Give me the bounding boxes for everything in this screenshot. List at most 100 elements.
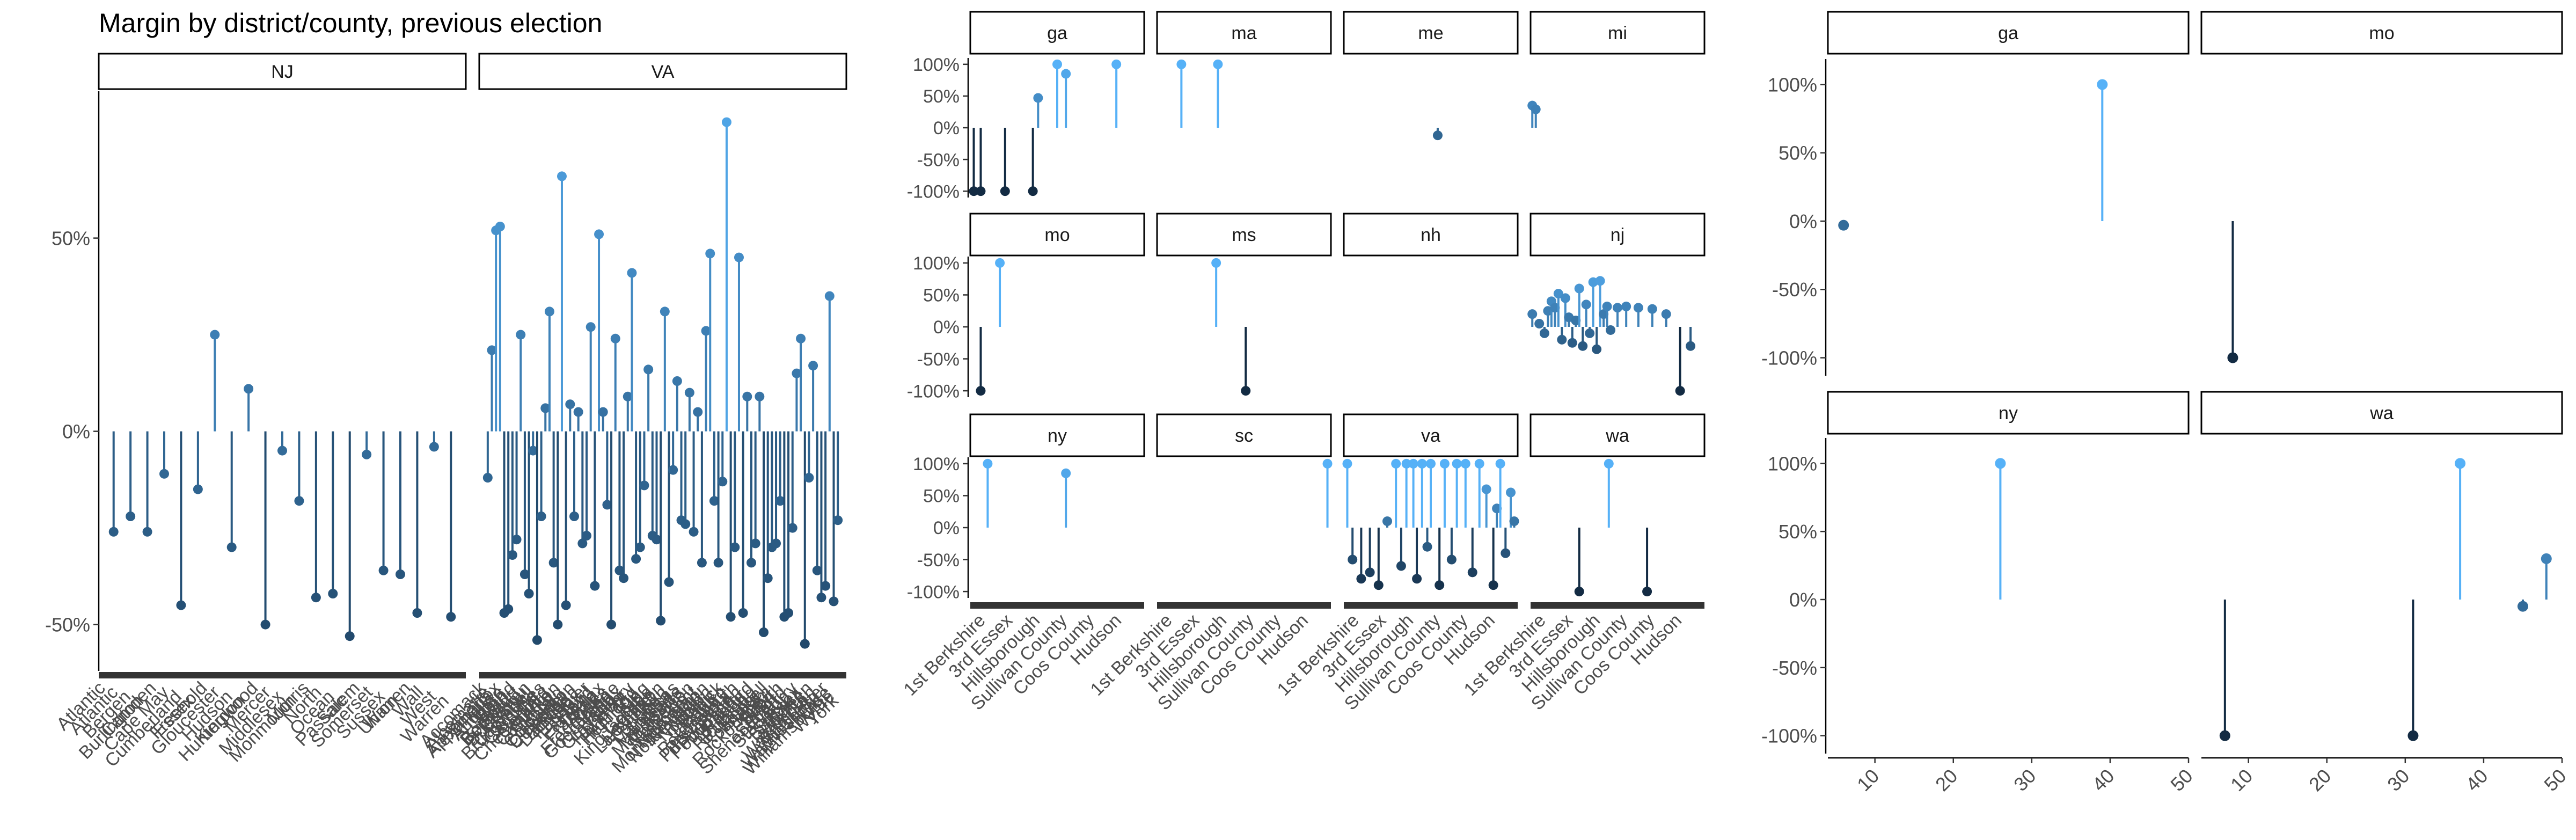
c2-ga-mark-point (1033, 93, 1043, 103)
c3-y-axis-row1-tick-label: -100% (1761, 347, 1817, 369)
c2-nj-mark-point (1647, 304, 1657, 314)
c1-nj-mark-point (260, 619, 270, 630)
c2-va-mark-point (1382, 516, 1392, 527)
c2-y-axis-row1-tick-label: 100% (913, 55, 960, 75)
c1-va-mark-point (565, 399, 575, 410)
c1-va-mark-point (672, 376, 682, 386)
c3-y-axis-row2-tick-label: -50% (1772, 657, 1817, 679)
c3-strip-ny-label: ny (1999, 403, 2018, 423)
c1-va-mark-point (528, 445, 538, 456)
c1-va-mark-point (829, 596, 839, 607)
c1-va-mark-point (792, 368, 802, 378)
c3-ga-mark-point (2097, 79, 2108, 90)
c2-strip-nj-box (1529, 213, 1706, 257)
c2-strip-ms-box (1156, 213, 1332, 257)
c2-strip-mo-label: mo (1044, 225, 1070, 245)
c1-va-mark-point (726, 612, 736, 622)
c1-va-mark-point (561, 600, 571, 610)
c3-wa-mark-point (2219, 730, 2230, 741)
c1-va-mark-point (598, 407, 608, 417)
c2-y-axis-row2-tick-label: 50% (923, 286, 960, 306)
c1-va-mark-point (606, 619, 617, 630)
c1-va-mark-point (697, 558, 707, 568)
c2-va-mark-point (1417, 458, 1427, 469)
c1-va-mark-point (808, 361, 818, 371)
c3-strip-ny-box (1827, 391, 2190, 435)
c1-va-mark-point (482, 473, 493, 483)
c2-strip-mo-box (969, 213, 1145, 257)
c2-nj-mark-point (1613, 303, 1622, 313)
c2-ms-mark-point (1211, 258, 1221, 268)
c2-y-axis-row1-tick-label: 50% (923, 86, 960, 107)
c2-va-mark-point (1373, 580, 1384, 590)
c1-va-mark-point (730, 542, 740, 552)
c2-nj-mark-point (1602, 301, 1612, 311)
c2-nj-mark-point (1595, 276, 1605, 286)
c1-va-mark-point (816, 593, 826, 603)
c3-x-tick-label: 20 (2304, 765, 2335, 795)
c1-va-mark-point (784, 608, 794, 618)
c2-va-mark-point (1356, 574, 1366, 584)
c2-va-mark-point (1495, 458, 1505, 469)
c1-va-mark-point (573, 407, 583, 417)
c2-nj-mark-point (1621, 301, 1631, 311)
c3-y-axis-row1-tick-label: 0% (1789, 210, 1817, 232)
c2-nj-mark-point (1578, 341, 1588, 351)
c1-va-mark-point (519, 569, 530, 579)
c2-x-axis-ny (970, 602, 1144, 609)
c2-strip-ny-box (969, 413, 1145, 457)
c2-va-mark-point (1481, 484, 1491, 494)
c2-va-mark-point (1365, 567, 1375, 578)
c2-va-mark-point (1426, 458, 1436, 469)
c1-va-mark-point (569, 512, 579, 521)
c2-y-axis-row3-tick-label: -100% (907, 582, 960, 602)
c1-nj-mark-point (396, 569, 405, 579)
c2-ms-mark-point (1241, 386, 1251, 396)
c1-va-mark-point (557, 171, 567, 181)
c1-strip-va-label: VA (652, 62, 675, 82)
c1-va-mark-point (660, 306, 670, 317)
c2-sc-mark-point (1322, 458, 1333, 469)
c2-x-axis-sc (1157, 602, 1331, 609)
c1-va-mark-point (639, 480, 649, 491)
c1-va-mark-point (705, 249, 715, 259)
c1-nj-mark-point (244, 384, 254, 394)
c2-strip-ma-box (1156, 11, 1332, 55)
c2-nj-mark-point (1560, 293, 1570, 303)
c2-va-mark-point (1467, 567, 1477, 578)
c2-va-mark-point (1422, 542, 1432, 552)
c2-ma-mark-point (1213, 59, 1223, 69)
c1-nj-mark-point (108, 527, 119, 537)
c1-va-mark-point (652, 535, 662, 545)
c2-strip-va-label: va (1421, 426, 1440, 446)
c1-va-mark-point (511, 535, 522, 545)
c3-strip-wa-label: wa (2369, 403, 2394, 423)
c2-y-axis-row2-tick-label: -50% (917, 349, 960, 370)
c1-nj-mark-point (210, 330, 220, 340)
c1-va-mark-point (812, 565, 822, 575)
c3-x-tick-label: 40 (2461, 765, 2492, 795)
c2-mo-mark-point (995, 258, 1005, 268)
c1-va-mark-point (610, 333, 620, 344)
c2-x-axis-va (1344, 602, 1518, 609)
c1-nj-mark-point (126, 512, 136, 521)
c3-wa-mark-point (2407, 730, 2419, 741)
c1-nj-mark-point (362, 449, 372, 459)
c2-y-axis-row1-tick-label: 0% (933, 118, 960, 138)
c2-strip-va-box (1343, 413, 1519, 457)
c2-va-mark-point (1452, 458, 1462, 469)
c3-wa-mark-point (2517, 601, 2528, 612)
c2-ny-mark-point (983, 458, 993, 469)
c3-ny-mark-point (1995, 458, 2006, 469)
c1-va-mark-point (619, 573, 629, 583)
c1-va-mark-point (718, 477, 728, 487)
c1-va-mark-point (713, 558, 723, 568)
c1-nj-mark-point (311, 593, 321, 603)
c2-va-mark-point (1446, 554, 1457, 565)
c1-nj-mark-point (378, 565, 389, 575)
c1-va-mark-point (689, 527, 699, 537)
c1-va-mark-point (536, 512, 546, 521)
c2-mo-mark-point (976, 386, 986, 396)
c1-va-mark-point (577, 538, 588, 549)
